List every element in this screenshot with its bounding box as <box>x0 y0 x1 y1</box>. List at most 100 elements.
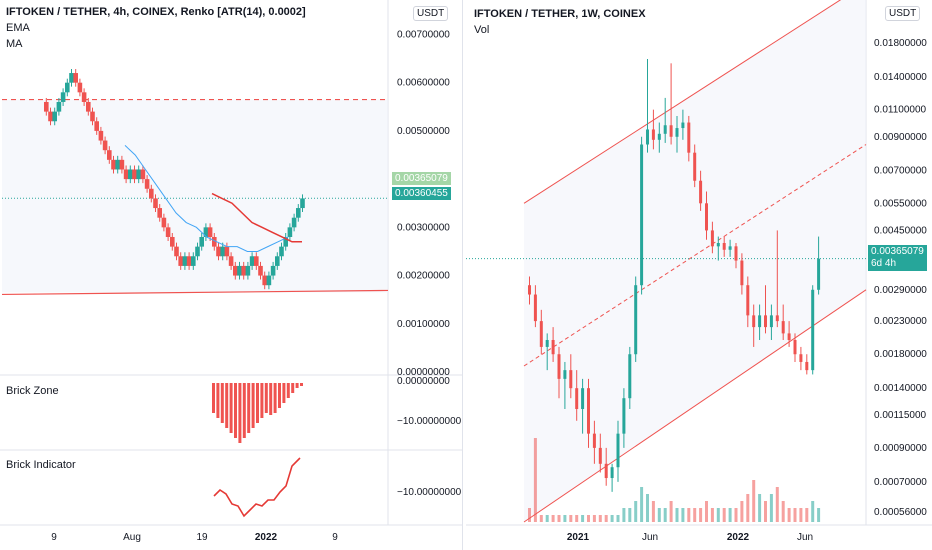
renko-chart[interactable]: 0.00700000 0.00600000 0.00500000 0.00300000… <box>0 0 462 550</box>
volume-bar-9 <box>581 515 585 522</box>
volume-bar-27 <box>687 508 691 522</box>
brick-indicator-tick: −10.00000000 <box>397 487 462 498</box>
volume-bar-2 <box>539 515 543 522</box>
left-x-tick-4: 9 <box>332 532 338 543</box>
brick-zone-bar-14 <box>273 383 277 413</box>
volume-bar-16 <box>622 508 626 522</box>
channel-lower <box>523 289 867 523</box>
brick-53 <box>266 275 272 286</box>
candle-body-6 <box>563 370 567 379</box>
brick-30 <box>170 236 175 247</box>
right-y-tick-4: 0.00700000 <box>874 166 927 177</box>
brick-10 <box>86 101 91 112</box>
candle-body-5 <box>557 354 561 379</box>
candle-body-1 <box>533 294 537 322</box>
brick-32 <box>178 256 183 266</box>
right-y-tick-9: 0.00180000 <box>874 349 927 360</box>
brick-36 <box>195 246 200 257</box>
brick-9 <box>81 92 87 102</box>
candle-body-22 <box>657 133 661 140</box>
panel-divider[interactable] <box>462 0 466 550</box>
left-y-tick-2: 0.00500000 <box>397 126 450 137</box>
brick-5 <box>65 82 70 93</box>
brick-46 <box>237 265 242 276</box>
brick-zone-bar-18 <box>291 383 295 393</box>
volume-bar-48 <box>811 501 815 522</box>
right-y-tick-10: 0.00140000 <box>874 383 927 394</box>
ema-legend: EMA <box>6 22 30 34</box>
brick-55 <box>275 256 280 266</box>
brick-indicator-pane-title: Brick Indicator <box>6 459 76 471</box>
volume-bar-0 <box>528 508 531 522</box>
brick-6 <box>69 73 74 83</box>
brick-zone-bar-17 <box>286 383 290 398</box>
right-x-tick-1: Jun <box>641 532 659 543</box>
volume-bar-49 <box>817 508 821 522</box>
right-y-tick-8: 0.00230000 <box>874 316 927 327</box>
candle-body-36 <box>740 260 744 286</box>
volume-bar-26 <box>681 508 685 522</box>
volume-bar-38 <box>752 480 756 522</box>
brick-zone-bar-8 <box>247 383 251 433</box>
channel-fill <box>524 0 866 522</box>
volume-bar-19 <box>640 487 644 522</box>
volume-bar-43 <box>781 501 785 522</box>
brick-15 <box>107 150 112 160</box>
right-y-tick-6: 0.00450000 <box>874 225 927 236</box>
brick-54 <box>270 265 276 276</box>
left-chart-panel[interactable]: 0.00700000 0.00600000 0.00500000 0.00300000… <box>0 0 462 550</box>
right-currency-button[interactable]: USDT <box>885 6 921 21</box>
brick-zone-bar-20 <box>300 383 303 386</box>
brick-zone-pane-title: Brick Zone <box>6 385 59 397</box>
volume-bar-32 <box>716 508 720 522</box>
candlestick-chart[interactable]: 0.01800000 0.01400000 0.01100000 0.00900000… <box>466 0 932 550</box>
candle-body-18 <box>634 285 638 355</box>
ema-line <box>124 145 289 252</box>
volume-bar-10 <box>587 515 590 522</box>
volume-bar-40 <box>764 501 767 522</box>
candle-body-32 <box>716 243 720 247</box>
left-x-tick-2: 19 <box>196 532 208 543</box>
left-currency-button[interactable]: USDT <box>413 6 449 21</box>
volume-bar-21 <box>651 501 655 522</box>
candle-body-48 <box>811 289 815 371</box>
left-x-tick-3: 2022 <box>254 532 278 543</box>
brick-43 <box>224 246 230 257</box>
volume-bar-46 <box>799 508 803 522</box>
candle-body-42 <box>775 315 779 322</box>
brick-0 <box>44 101 49 112</box>
volume-bar-31 <box>710 508 714 522</box>
candle-body-23 <box>663 125 667 134</box>
brick-25 <box>149 188 154 199</box>
ema-price-label: 0.00365079 <box>392 172 451 185</box>
volume-bar-34 <box>728 508 732 522</box>
brick-16 <box>111 159 116 170</box>
brick-12 <box>94 121 99 131</box>
volume-bar-11 <box>592 515 596 522</box>
candle-body-7 <box>569 370 573 389</box>
brick-indicator-line <box>213 457 301 518</box>
candle-body-20 <box>646 129 649 145</box>
brick-zone-bar-15 <box>278 383 281 408</box>
brick-41 <box>216 246 221 257</box>
candle-body-45 <box>793 339 797 355</box>
volume-bar-30 <box>705 501 708 522</box>
channel-upper <box>523 0 842 204</box>
brick-27 <box>157 208 162 218</box>
brick-zone-bar-7 <box>242 383 246 438</box>
volume-bar-20 <box>646 494 649 522</box>
right-chart-panel[interactable]: 0.01800000 0.01400000 0.01100000 0.00900000… <box>466 0 932 550</box>
right-y-tick-13: 0.00070000 <box>874 477 927 488</box>
brick-zone-bar-5 <box>234 383 237 438</box>
brick-58 <box>287 227 293 237</box>
left-y-tick-4: 0.00200000 <box>397 271 450 282</box>
volume-bar-5 <box>557 515 561 522</box>
volume-bar-42 <box>775 487 779 522</box>
ma-legend: MA <box>6 38 23 50</box>
brick-19 <box>123 169 129 180</box>
brick-zone-bar-11 <box>260 383 264 418</box>
brick-zone-bar-13 <box>269 383 273 415</box>
volume-bar-33 <box>722 508 726 522</box>
brick-37 <box>199 236 204 247</box>
right-x-tick-2: 2022 <box>726 532 750 543</box>
